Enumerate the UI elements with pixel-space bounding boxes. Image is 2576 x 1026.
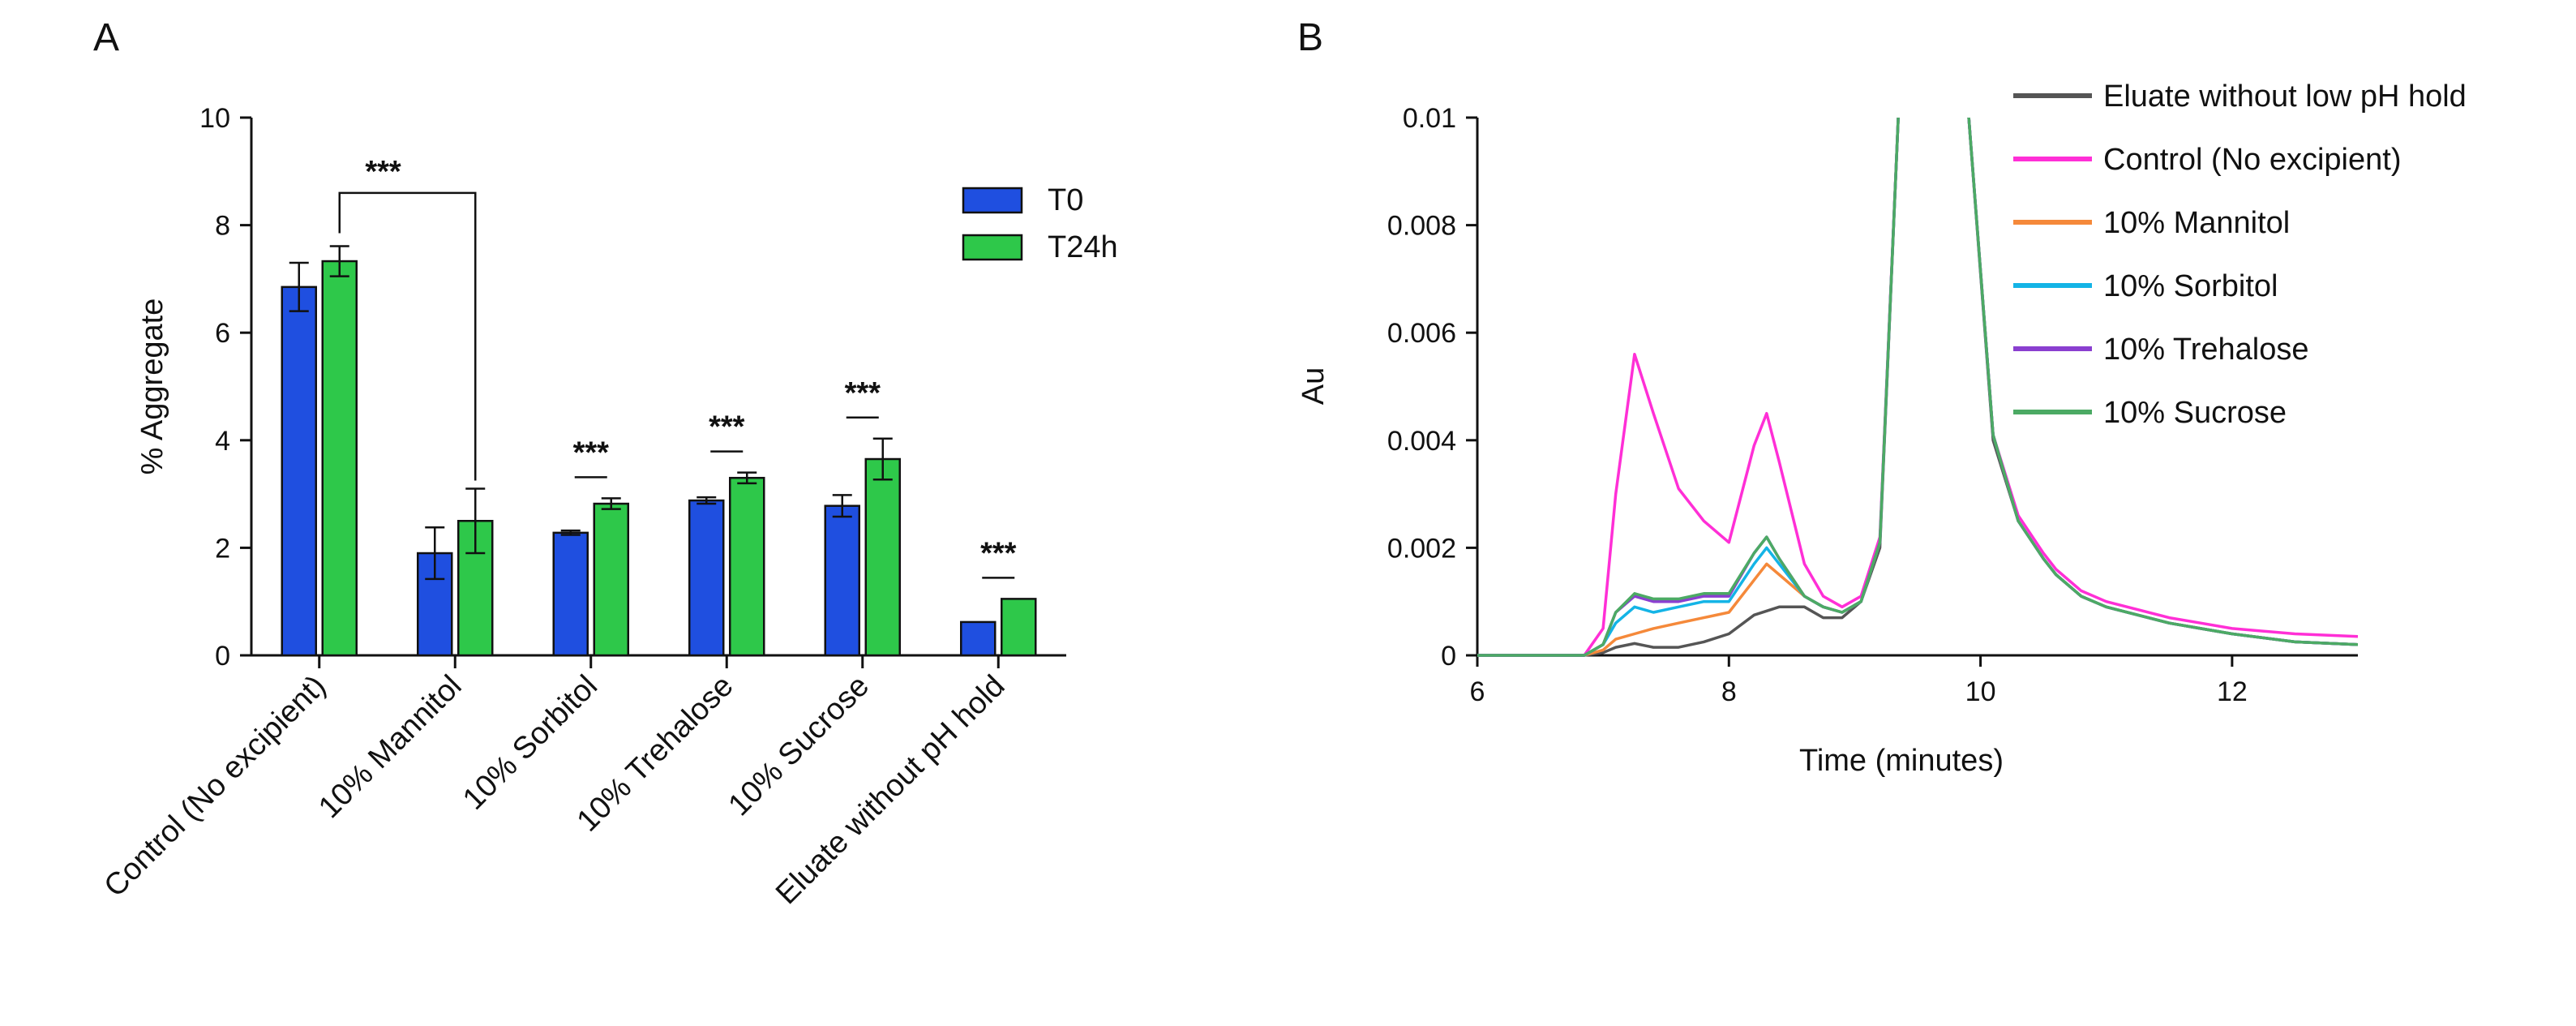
panel-a: A 0 2 4 6 8 10 % Aggregate Control (No excipien…	[93, 16, 1118, 911]
x-tick-label: 10	[1965, 676, 1996, 707]
x-tick-label: 6	[1470, 676, 1485, 707]
y-tick-label: 2	[215, 533, 230, 564]
y-tick-label: 0.006	[1387, 318, 1456, 349]
y-tick-label: 0.008	[1387, 211, 1456, 242]
x-tick-label: 8	[1721, 676, 1737, 707]
panel-a-legend: T0 T24h	[962, 183, 1118, 264]
significance-bracket	[338, 191, 477, 481]
legend-label: Control (No excipient)	[2103, 143, 2401, 177]
panel-b-lines	[1477, 118, 2358, 657]
panel-b-label: B	[1297, 16, 1323, 59]
bar	[960, 620, 997, 657]
bar	[729, 476, 765, 657]
x-tick-label: 10% Sucrose	[722, 669, 877, 823]
panel-a-axes: 0 2 4 6 8 10 % Aggregate Control (No excipient)…	[98, 103, 1066, 911]
legend-label: T0	[1048, 183, 1083, 217]
bar	[688, 499, 725, 657]
bar	[281, 285, 317, 657]
panel-a-label: A	[93, 16, 119, 59]
y-axis-title: Au	[1297, 367, 1331, 405]
significance-label: ***	[980, 536, 1017, 570]
y-tick-label: 0.004	[1387, 426, 1456, 457]
panel-b-axes: 0 0.002 0.004 0.006 0.008 0.01 6 8 10 12 Time (min…	[1297, 103, 2358, 778]
series-line	[1477, 118, 2358, 657]
y-tick-label: 0.01	[1403, 103, 1456, 134]
x-tick-label: Control (No excipient)	[98, 669, 333, 904]
bar	[321, 260, 358, 657]
panel-b-legend: Eluate without low pH hold Control (No ex…	[2013, 79, 2467, 430]
panel-b: B 0 0.002 0.004 0.006 0.008 0.01 6 8 10 12 Time (m…	[1297, 16, 2467, 778]
y-tick-label: 0	[1441, 641, 1456, 672]
significance-label: ***	[573, 436, 610, 470]
legend-swatch	[962, 187, 1023, 214]
y-axis-title: % Aggregate	[135, 298, 169, 475]
legend-label: 10% Trehalose	[2103, 333, 2309, 367]
y-tick-label: 6	[215, 318, 230, 349]
x-tick-label: Eluate without pH hold	[769, 669, 1012, 912]
legend-swatch	[962, 234, 1023, 261]
legend-label: 10% Sucrose	[2103, 396, 2287, 430]
significance-label: ***	[845, 376, 881, 410]
series-line	[1477, 118, 2358, 657]
significance-label: ***	[365, 155, 401, 189]
bar	[824, 504, 860, 657]
y-tick-label: 8	[215, 211, 230, 242]
y-tick-label: 10	[199, 103, 230, 134]
legend-label: Eluate without low pH hold	[2103, 79, 2467, 114]
x-tick-label: 10% Sorbitol	[456, 669, 604, 817]
bar	[1001, 598, 1037, 657]
panel-a-significance: *** *** *** *** ***	[338, 155, 1017, 579]
x-axis-title: Time (minutes)	[1799, 744, 2004, 778]
legend-label: T24h	[1048, 230, 1118, 264]
x-tick-label: 12	[2217, 676, 2248, 707]
legend-label: 10% Mannitol	[2103, 206, 2290, 240]
legend-label: 10% Sorbitol	[2103, 269, 2278, 303]
significance-label: ***	[709, 410, 745, 444]
x-tick-label: 10% Mannitol	[312, 669, 469, 826]
y-tick-label: 0	[215, 641, 230, 672]
bar	[593, 502, 629, 657]
panel-a-bars	[281, 245, 1037, 657]
bar	[864, 457, 901, 657]
y-tick-label: 4	[215, 426, 230, 457]
bar	[552, 531, 589, 657]
y-tick-label: 0.002	[1387, 533, 1456, 564]
